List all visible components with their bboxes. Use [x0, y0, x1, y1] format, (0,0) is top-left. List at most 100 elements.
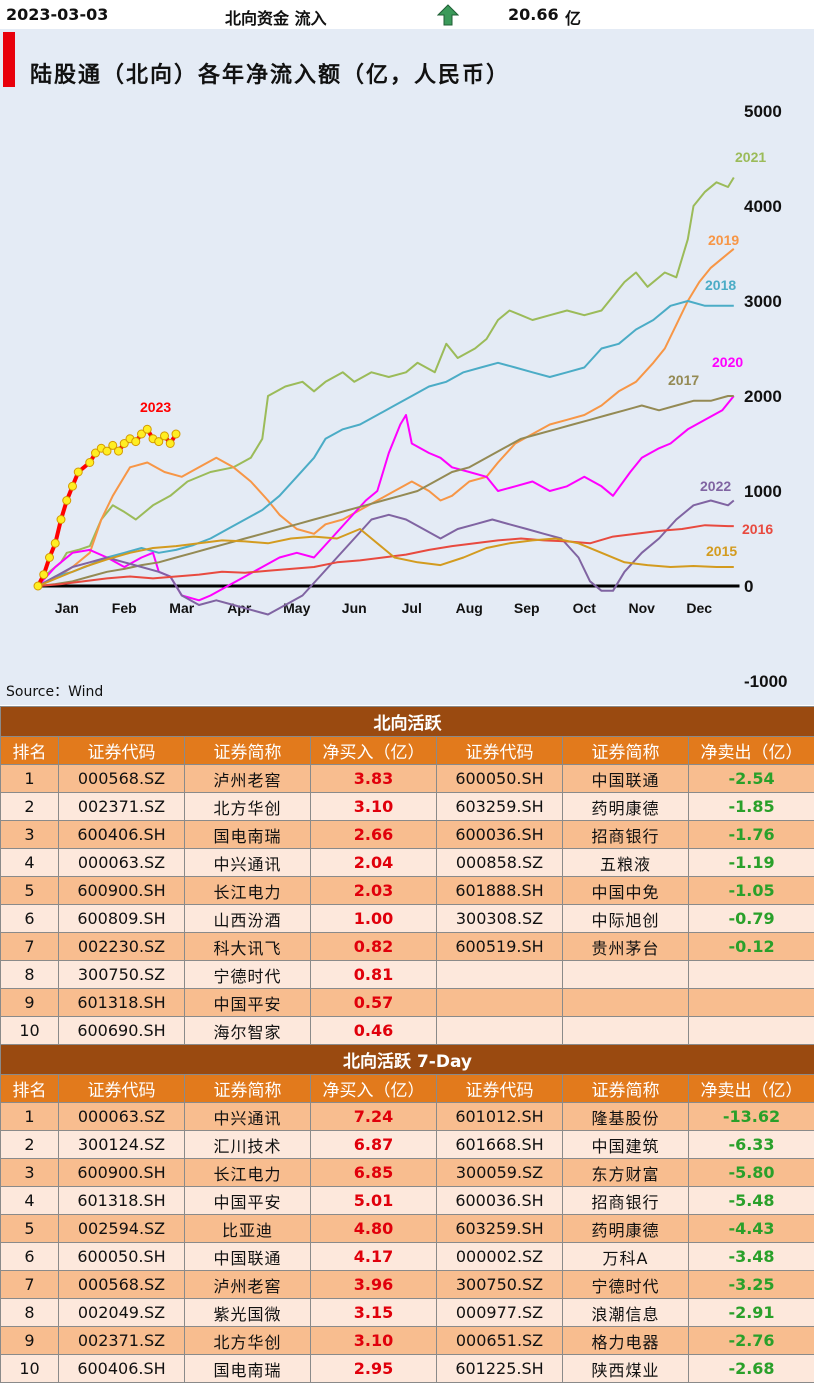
net-sell-cell: -2.76: [689, 1327, 814, 1355]
name-cell: [563, 961, 689, 989]
column-header: 证券简称: [563, 1075, 689, 1103]
name-cell: 宁德时代: [185, 961, 311, 989]
net-sell-cell: -4.43: [689, 1215, 814, 1243]
net-sell-cell: -5.80: [689, 1159, 814, 1187]
net-buy-cell: 3.10: [311, 793, 437, 821]
series-label-2019: 2019: [708, 232, 739, 248]
net-buy-cell: 2.95: [311, 1355, 437, 1383]
series-line-2020: [38, 396, 734, 600]
code-cell: 601668.SH: [437, 1131, 563, 1159]
net-buy-cell: 0.57: [311, 989, 437, 1017]
code-cell: 600690.SH: [59, 1017, 185, 1045]
net-sell-cell: -6.33: [689, 1131, 814, 1159]
name-cell: 浪潮信息: [563, 1299, 689, 1327]
x-tick-label: Jul: [402, 600, 422, 616]
x-tick-label: Oct: [573, 600, 597, 616]
name-cell: 贵州茅台: [563, 933, 689, 961]
name-cell: 国电南瑞: [185, 1355, 311, 1383]
code-cell: 002049.SZ: [59, 1299, 185, 1327]
series-point-2023: [34, 582, 42, 590]
code-cell: 603259.SH: [437, 793, 563, 821]
code-cell: 000568.SZ: [59, 1271, 185, 1299]
y-tick-label: 2000: [744, 387, 782, 406]
net-buy-cell: 0.82: [311, 933, 437, 961]
code-cell: 002371.SZ: [59, 793, 185, 821]
column-header: 证券简称: [185, 737, 311, 765]
code-cell: 600406.SH: [59, 821, 185, 849]
date-label: 2023-03-03: [6, 5, 108, 24]
y-tick-label: 0: [744, 577, 753, 596]
net-buy-cell: 3.15: [311, 1299, 437, 1327]
net-buy-cell: 3.83: [311, 765, 437, 793]
column-header: 净买入（亿）: [311, 737, 437, 765]
rank-cell: 2: [1, 1131, 59, 1159]
name-cell: 北方华创: [185, 1327, 311, 1355]
net-buy-cell: 6.87: [311, 1131, 437, 1159]
net-buy-cell: 2.03: [311, 877, 437, 905]
rank-cell: 6: [1, 1243, 59, 1271]
name-cell: 中国联通: [563, 765, 689, 793]
code-cell: 600900.SH: [59, 877, 185, 905]
net-sell-cell: -3.25: [689, 1271, 814, 1299]
net-buy-cell: 1.00: [311, 905, 437, 933]
column-header: 证券代码: [59, 1075, 185, 1103]
series-point-2023: [86, 459, 94, 467]
code-cell: 600036.SH: [437, 821, 563, 849]
x-tick-label: Aug: [456, 600, 483, 616]
name-cell: 东方财富: [563, 1159, 689, 1187]
series-line-2018: [38, 301, 734, 586]
column-header: 排名: [1, 737, 59, 765]
y-tick-label: 5000: [744, 102, 782, 121]
code-cell: 000651.SZ: [437, 1327, 563, 1355]
name-cell: 中际旭创: [563, 905, 689, 933]
series-point-2023: [46, 554, 54, 562]
series-label-2016: 2016: [742, 521, 773, 537]
name-cell: 万科A: [563, 1243, 689, 1271]
name-cell: 汇川技术: [185, 1131, 311, 1159]
rank-cell: 1: [1, 765, 59, 793]
name-cell: 格力电器: [563, 1327, 689, 1355]
code-cell: [437, 1017, 563, 1045]
series-point-2023: [132, 438, 140, 446]
code-cell: 600036.SH: [437, 1187, 563, 1215]
code-cell: 000568.SZ: [59, 765, 185, 793]
series-label-2015: 2015: [706, 543, 737, 559]
rank-cell: 1: [1, 1103, 59, 1131]
table-title: 北向活跃: [1, 707, 814, 737]
rank-cell: 4: [1, 1187, 59, 1215]
name-cell: 中国中免: [563, 877, 689, 905]
rank-cell: 2: [1, 793, 59, 821]
name-cell: 中兴通讯: [185, 1103, 311, 1131]
name-cell: 海尔智家: [185, 1017, 311, 1045]
series-label-2023: 2023: [140, 399, 171, 415]
series-point-2023: [166, 440, 174, 448]
rank-cell: 5: [1, 1215, 59, 1243]
x-tick-label: Apr: [227, 600, 252, 616]
name-cell: 紫光国微: [185, 1299, 311, 1327]
name-cell: 比亚迪: [185, 1215, 311, 1243]
net-buy-cell: 6.85: [311, 1159, 437, 1187]
rank-cell: 4: [1, 849, 59, 877]
code-cell: 300059.SZ: [437, 1159, 563, 1187]
series-point-2023: [172, 430, 180, 438]
column-header: 净买入（亿）: [311, 1075, 437, 1103]
series-point-2023: [51, 539, 59, 547]
code-cell: 601012.SH: [437, 1103, 563, 1131]
code-cell: 601225.SH: [437, 1355, 563, 1383]
code-cell: 600519.SH: [437, 933, 563, 961]
y-tick-label: 1000: [744, 482, 782, 501]
name-cell: 药明康德: [563, 793, 689, 821]
column-header: 证券代码: [437, 1075, 563, 1103]
column-header: 证券代码: [59, 737, 185, 765]
net-sell-cell: -2.54: [689, 765, 814, 793]
